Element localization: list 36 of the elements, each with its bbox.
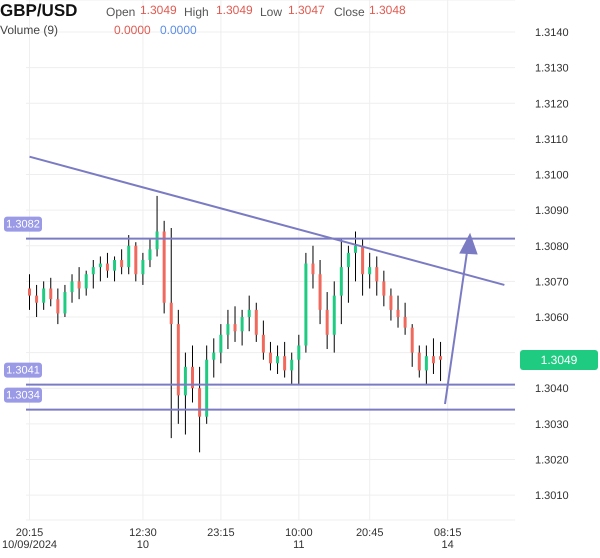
text: 1.3049 bbox=[520, 350, 598, 370]
y-tick-label: 1.3140 bbox=[535, 27, 569, 40]
annotation: 1.3049 bbox=[140, 3, 177, 17]
annotation: 1.3047 bbox=[288, 3, 325, 17]
x-tick-label: 08:15 14 bbox=[434, 527, 462, 551]
ref-line-label: 1.3041 bbox=[6, 364, 40, 377]
y-tick-label: 1.3130 bbox=[535, 62, 569, 75]
annotation: High bbox=[184, 5, 209, 19]
annotation: Low bbox=[260, 5, 282, 19]
y-tick-label: 1.3030 bbox=[535, 418, 569, 431]
annotation: 1.3049 bbox=[216, 3, 253, 17]
candlestick bbox=[439, 342, 442, 382]
y-tick-label: 1.3070 bbox=[535, 276, 569, 288]
x-tick-label: 23:15 bbox=[207, 527, 235, 539]
y-tick-label: 1.3060 bbox=[535, 312, 569, 324]
y-tick-label: 1.3100 bbox=[535, 170, 569, 182]
annotation: Open bbox=[106, 5, 136, 19]
y-tick-label: 1.3090 bbox=[535, 205, 569, 218]
annotation: 0.0000 bbox=[160, 23, 197, 37]
annotation: Volume (9) bbox=[0, 23, 58, 37]
x-tick-label: 20:15 10/09/2024 bbox=[2, 527, 58, 551]
y-tick-label: 1.3120 bbox=[535, 98, 569, 110]
annotation: 0.0000 bbox=[114, 23, 151, 37]
y-tick-label: 1.3080 bbox=[535, 240, 569, 253]
x-tick-label: 10:00 11 bbox=[285, 527, 313, 551]
x-tick-label: 20:45 bbox=[356, 527, 384, 539]
x-tick-label: 12:30 10 bbox=[129, 527, 157, 551]
chart-title: GBP/USD bbox=[0, 1, 78, 21]
y-tick-label: 1.3010 bbox=[535, 490, 569, 502]
y-tick-label: 1.3040 bbox=[535, 383, 569, 396]
ref-line-label: 1.3034 bbox=[6, 390, 40, 402]
annotation: 1.3048 bbox=[369, 3, 406, 17]
y-tick-label: 1.3020 bbox=[535, 454, 569, 466]
annotation: Close bbox=[334, 5, 365, 19]
ref-line-label: 1.3082 bbox=[6, 218, 40, 231]
y-tick-label: 1.3110 bbox=[535, 134, 568, 146]
